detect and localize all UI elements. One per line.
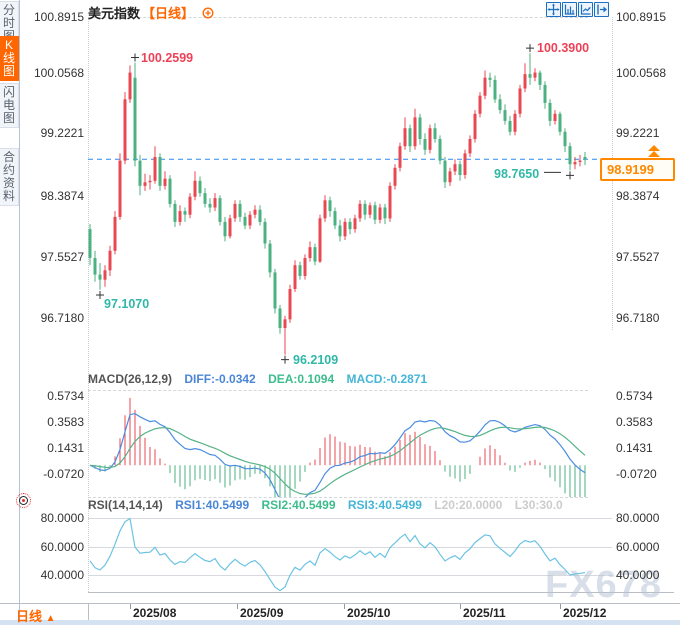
macd-axis-label: 0.5734 bbox=[47, 389, 84, 403]
rsi-axis-label: 80.0000 bbox=[616, 511, 660, 525]
y-axis-label: 98.3874 bbox=[40, 189, 84, 203]
rsi-axis-label: 60.0000 bbox=[40, 540, 84, 554]
y-axis-label: 97.5527 bbox=[616, 250, 660, 264]
x-axis-tick bbox=[130, 604, 131, 609]
macd-axis-label: 0.3583 bbox=[616, 415, 653, 429]
macd-axis-label: 0.3583 bbox=[47, 415, 84, 429]
pan-right-icon[interactable] bbox=[594, 2, 609, 17]
x-axis-tick bbox=[344, 604, 345, 609]
macd-dea-value: DEA:0.1094 bbox=[268, 372, 335, 386]
annotation-low-jul: 97.1070 bbox=[104, 297, 150, 311]
y-axis-label: 100.8915 bbox=[616, 10, 667, 24]
macd-header: MACD(26,12,9) DIFF:-0.0342 DEA:0.1094 MA… bbox=[88, 372, 436, 386]
y-axis-label: 96.7180 bbox=[616, 311, 660, 325]
divider bbox=[88, 603, 89, 620]
rsi-axis-label: 40.0000 bbox=[616, 568, 660, 582]
rsi2-value: RSI2:40.5499 bbox=[261, 498, 336, 512]
macd-axis-label: 0.1431 bbox=[616, 441, 653, 455]
gridline-rsi-top bbox=[88, 497, 588, 498]
zoom-expand-icon[interactable] bbox=[562, 2, 577, 17]
last-price-up-arrow bbox=[648, 151, 660, 157]
x-axis-label: 2025/11 bbox=[463, 606, 506, 620]
last-price-box: 98.9199 bbox=[600, 158, 675, 181]
rsi-gridline-80 bbox=[88, 518, 612, 519]
sidebar: 分时图 K线图 闪电图 合约资料 bbox=[0, 0, 20, 625]
period-tab-label: 日线 bbox=[16, 609, 43, 624]
macd-bar-value: MACD:-0.2871 bbox=[346, 372, 428, 386]
rsi-header: RSI(14,14,14) RSI1:40.5499 RSI2:40.5499 … bbox=[88, 498, 572, 512]
macd-title: MACD(26,12,9) bbox=[88, 372, 173, 386]
x-axis-border bbox=[0, 603, 680, 604]
sidebar-item-contract-info[interactable]: 合约资料 bbox=[0, 148, 19, 206]
y-axis-line-left bbox=[88, 17, 89, 592]
last-price-up-arrow bbox=[648, 145, 660, 151]
triangle-up-icon: ▲ bbox=[45, 613, 56, 624]
gridline-macd-top bbox=[88, 390, 588, 391]
rsi3-value: RSI3:40.5499 bbox=[347, 498, 422, 512]
rsi-title: RSI(14,14,14) bbox=[88, 498, 163, 512]
bottom-strip bbox=[0, 620, 680, 625]
rsi-gridline-40 bbox=[88, 575, 612, 576]
live-indicator-icon[interactable] bbox=[16, 493, 31, 508]
y-axis-label: 96.7180 bbox=[40, 311, 84, 325]
gridline-top bbox=[88, 17, 588, 18]
x-axis-label: 2025/10 bbox=[347, 606, 391, 620]
y-axis-label: 99.2221 bbox=[40, 126, 84, 140]
y-axis-label: 100.0568 bbox=[616, 66, 667, 80]
macd-axis-label: 0.1431 bbox=[47, 441, 84, 455]
rsi1-value: RSI1:40.5499 bbox=[175, 498, 250, 512]
sidebar-item-flash-chart[interactable]: 闪电图 bbox=[0, 83, 19, 128]
y-axis-label: 97.5527 bbox=[40, 250, 84, 264]
rsi-l20-value: L20:20.0000 bbox=[434, 498, 503, 512]
rsi-axis-label: 80.0000 bbox=[40, 511, 84, 525]
x-axis-tick bbox=[237, 604, 238, 609]
watermark: FX678 bbox=[545, 564, 662, 606]
y-axis-label: 100.8915 bbox=[34, 10, 85, 24]
macd-diff-value: DIFF:-0.0342 bbox=[184, 372, 256, 386]
sidebar-item-kline-chart[interactable]: K线图 bbox=[0, 36, 19, 81]
rsi-axis-label: 40.0000 bbox=[40, 568, 84, 582]
rsi-gridline-60 bbox=[88, 547, 612, 548]
x-axis-label: 2025/12 bbox=[563, 606, 607, 620]
add-indicator-icon[interactable] bbox=[202, 7, 214, 22]
x-axis-label: 2025/08 bbox=[133, 606, 177, 620]
x-axis-tick bbox=[560, 604, 561, 609]
annotation-low-nov: 98.7650 bbox=[494, 167, 540, 181]
crosshair-icon[interactable] bbox=[546, 2, 561, 17]
annotation-high-aug: 100.2599 bbox=[141, 51, 194, 65]
y-axis-label: 98.3874 bbox=[616, 189, 660, 203]
rsi-l30-value: L30:30.0 bbox=[514, 498, 563, 512]
zoom-shrink-icon[interactable] bbox=[578, 2, 593, 17]
y-axis-label: 99.2221 bbox=[616, 126, 660, 140]
annotation-low-sep: 96.2109 bbox=[293, 353, 339, 367]
y-axis-label: 100.0568 bbox=[34, 66, 85, 80]
annotation-high-nov: 100.3900 bbox=[537, 41, 590, 55]
x-axis-tick bbox=[460, 604, 461, 609]
period-label: 【日线】 bbox=[142, 6, 195, 21]
chart-header: 美元指数 【日线】 bbox=[88, 3, 214, 22]
symbol-title: 美元指数 bbox=[88, 6, 141, 21]
period-tab-daily[interactable]: 日线 ▲ bbox=[16, 606, 56, 625]
macd-axis-label: 0.5734 bbox=[616, 389, 653, 403]
x-axis-label: 2025/09 bbox=[240, 606, 284, 620]
macd-axis-label: -0.0720 bbox=[43, 467, 84, 481]
macd-axis-label: -0.0720 bbox=[616, 467, 657, 481]
rsi-axis-label: 60.0000 bbox=[616, 540, 660, 554]
